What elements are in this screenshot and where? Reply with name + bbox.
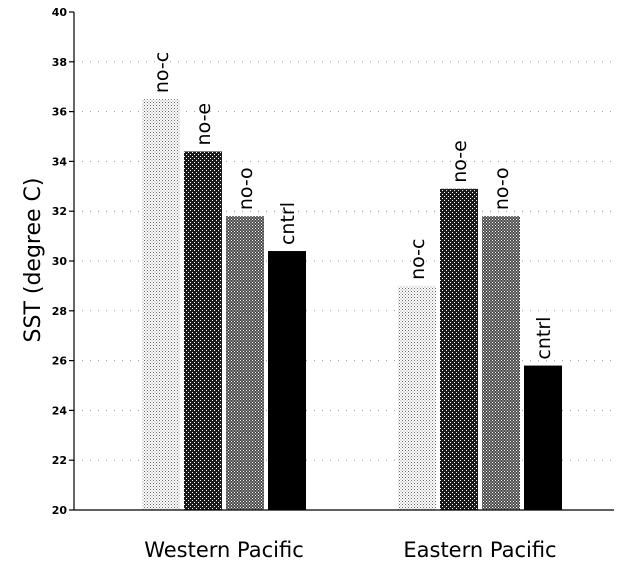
category-labels: Western Pacific Eastern Pacific <box>144 538 556 562</box>
category-label: Eastern Pacific <box>403 538 556 562</box>
bar-cntrl-0 <box>268 251 306 511</box>
bar-label-no-o: no-o <box>491 167 513 210</box>
y-axis-title: SST (degree C) <box>21 178 46 343</box>
y-tick-label: 22 <box>52 454 67 467</box>
y-tick-label: 32 <box>52 205 67 218</box>
y-tick-label: 40 <box>52 6 68 19</box>
bar-no-e-0 <box>184 151 222 510</box>
bar-label-no-c: no-c <box>407 239 429 280</box>
bar-label-no-o: no-o <box>235 167 257 210</box>
y-tick-label: 26 <box>52 355 68 368</box>
bar-label-no-e: no-e <box>449 140 471 183</box>
bar-cntrl-1 <box>524 365 562 510</box>
bar-label-cntrl: cntrl <box>533 317 555 360</box>
category-label: Western Pacific <box>144 538 304 562</box>
y-tick-label: 36 <box>52 106 68 119</box>
bar-label-no-c: no-c <box>151 52 173 93</box>
y-tick-label: 24 <box>52 404 68 417</box>
y-tick-label: 20 <box>52 504 68 517</box>
y-tick-label: 28 <box>52 305 67 318</box>
bar-no-e-1 <box>440 188 478 511</box>
bar-labels: no-c no-e no-o cntrl no-c no-e no-o cntrl <box>151 52 555 360</box>
y-tick-label: 30 <box>52 255 68 268</box>
y-tick-label: 38 <box>52 56 67 69</box>
bar-no-c-1 <box>398 285 436 510</box>
bar-no-o-1 <box>482 216 520 510</box>
bar-label-no-e: no-e <box>193 103 215 146</box>
bar-label-cntrl: cntrl <box>277 202 299 245</box>
bar-no-o-0 <box>226 216 264 510</box>
bar-no-c-0 <box>142 99 180 511</box>
axes <box>69 11 614 511</box>
y-tick-labels: 20 22 24 26 28 30 32 34 36 38 40 <box>52 6 68 517</box>
y-tick-label: 34 <box>52 155 68 168</box>
bars <box>142 99 562 511</box>
